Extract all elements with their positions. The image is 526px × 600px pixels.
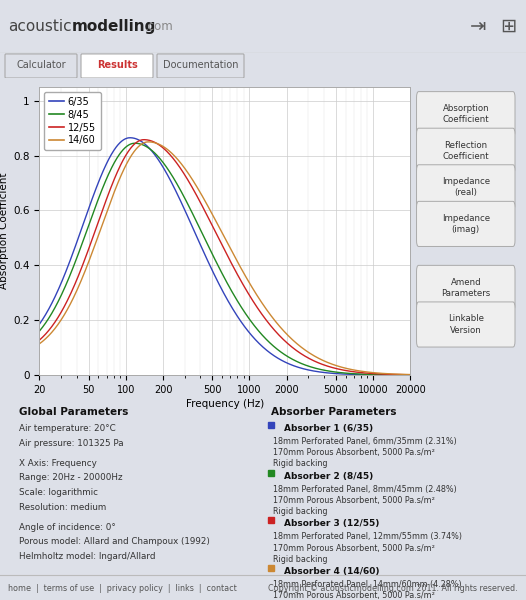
Y-axis label: Absorption Coefficient: Absorption Coefficient (0, 173, 9, 289)
FancyBboxPatch shape (417, 265, 515, 310)
Text: Absorber 4 (14/60): Absorber 4 (14/60) (284, 567, 379, 576)
Text: Rigid backing: Rigid backing (274, 459, 328, 468)
Text: 170mm Porous Absorbent, 5000 Pa.s/m²: 170mm Porous Absorbent, 5000 Pa.s/m² (274, 544, 435, 553)
Text: Absorber 2 (8/45): Absorber 2 (8/45) (284, 472, 373, 481)
Text: Air pressure: 101325 Pa: Air pressure: 101325 Pa (19, 439, 124, 448)
Text: Rigid backing: Rigid backing (274, 507, 328, 516)
X-axis label: Frequency (Hz): Frequency (Hz) (186, 399, 264, 409)
Text: home  |  terms of use  |  privacy policy  |  links  |  contact: home | terms of use | privacy policy | l… (8, 584, 237, 593)
Text: Results: Results (97, 61, 137, 70)
FancyBboxPatch shape (5, 54, 77, 78)
Text: Global Parameters: Global Parameters (19, 407, 128, 416)
Text: Absorber 3 (12/55): Absorber 3 (12/55) (284, 520, 379, 529)
Text: modelling: modelling (72, 19, 156, 34)
Text: 170mm Porous Absorbent, 5000 Pa.s/m²: 170mm Porous Absorbent, 5000 Pa.s/m² (274, 591, 435, 600)
Text: Scale: logarithmic: Scale: logarithmic (19, 488, 98, 497)
Text: Porous model: Allard and Champoux (1992): Porous model: Allard and Champoux (1992) (19, 538, 209, 547)
Text: 18mm Perforated Panel, 6mm/35mm (2.31%): 18mm Perforated Panel, 6mm/35mm (2.31%) (274, 437, 457, 446)
FancyBboxPatch shape (81, 54, 153, 78)
Text: Linkable
Version: Linkable Version (448, 314, 484, 335)
Text: Copyright © acousticmodelling.com 2011. All rights reserved.: Copyright © acousticmodelling.com 2011. … (268, 584, 518, 593)
Text: Resolution: medium: Resolution: medium (19, 503, 106, 512)
Text: Air temperature: 20°C: Air temperature: 20°C (19, 424, 116, 433)
Text: ⇥: ⇥ (470, 17, 486, 36)
Text: 170mm Porous Absorbent, 5000 Pa.s/m²: 170mm Porous Absorbent, 5000 Pa.s/m² (274, 496, 435, 505)
Text: Impedance
(imag): Impedance (imag) (442, 214, 490, 234)
Text: Helmholtz model: Ingard/Allard: Helmholtz model: Ingard/Allard (19, 552, 155, 561)
Text: 18mm Perforated Panel, 14mm/60mm (4.28%): 18mm Perforated Panel, 14mm/60mm (4.28%) (274, 580, 462, 589)
FancyBboxPatch shape (417, 202, 515, 247)
Text: Impedance
(real): Impedance (real) (442, 177, 490, 197)
Text: 18mm Perforated Panel, 8mm/45mm (2.48%): 18mm Perforated Panel, 8mm/45mm (2.48%) (274, 485, 457, 494)
FancyBboxPatch shape (157, 54, 244, 78)
Text: Rigid backing: Rigid backing (274, 554, 328, 563)
Text: Amend
Parameters: Amend Parameters (441, 278, 490, 298)
Text: Calculator: Calculator (16, 61, 66, 70)
FancyBboxPatch shape (417, 165, 515, 210)
Text: X Axis: Frequency: X Axis: Frequency (19, 459, 96, 468)
FancyBboxPatch shape (417, 92, 515, 137)
FancyBboxPatch shape (417, 302, 515, 347)
Text: .com: .com (145, 20, 174, 33)
Text: acoustic: acoustic (8, 19, 72, 34)
FancyBboxPatch shape (417, 128, 515, 173)
Text: Documentation: Documentation (163, 61, 238, 70)
Text: Absorber 1 (6/35): Absorber 1 (6/35) (284, 424, 373, 433)
Legend: 6/35, 8/45, 12/55, 14/60: 6/35, 8/45, 12/55, 14/60 (44, 92, 100, 151)
Text: 18mm Perforated Panel, 12mm/55mm (3.74%): 18mm Perforated Panel, 12mm/55mm (3.74%) (274, 532, 462, 541)
Text: ⊞: ⊞ (500, 17, 516, 36)
Text: Angle of incidence: 0°: Angle of incidence: 0° (19, 523, 116, 532)
Text: Absorption
Coefficient: Absorption Coefficient (442, 104, 489, 124)
Text: Reflection
Coefficient: Reflection Coefficient (442, 141, 489, 161)
Text: 170mm Porous Absorbent, 5000 Pa.s/m²: 170mm Porous Absorbent, 5000 Pa.s/m² (274, 448, 435, 457)
Text: Absorber Parameters: Absorber Parameters (271, 407, 396, 416)
Text: Range: 20Hz - 20000Hz: Range: 20Hz - 20000Hz (19, 473, 123, 482)
